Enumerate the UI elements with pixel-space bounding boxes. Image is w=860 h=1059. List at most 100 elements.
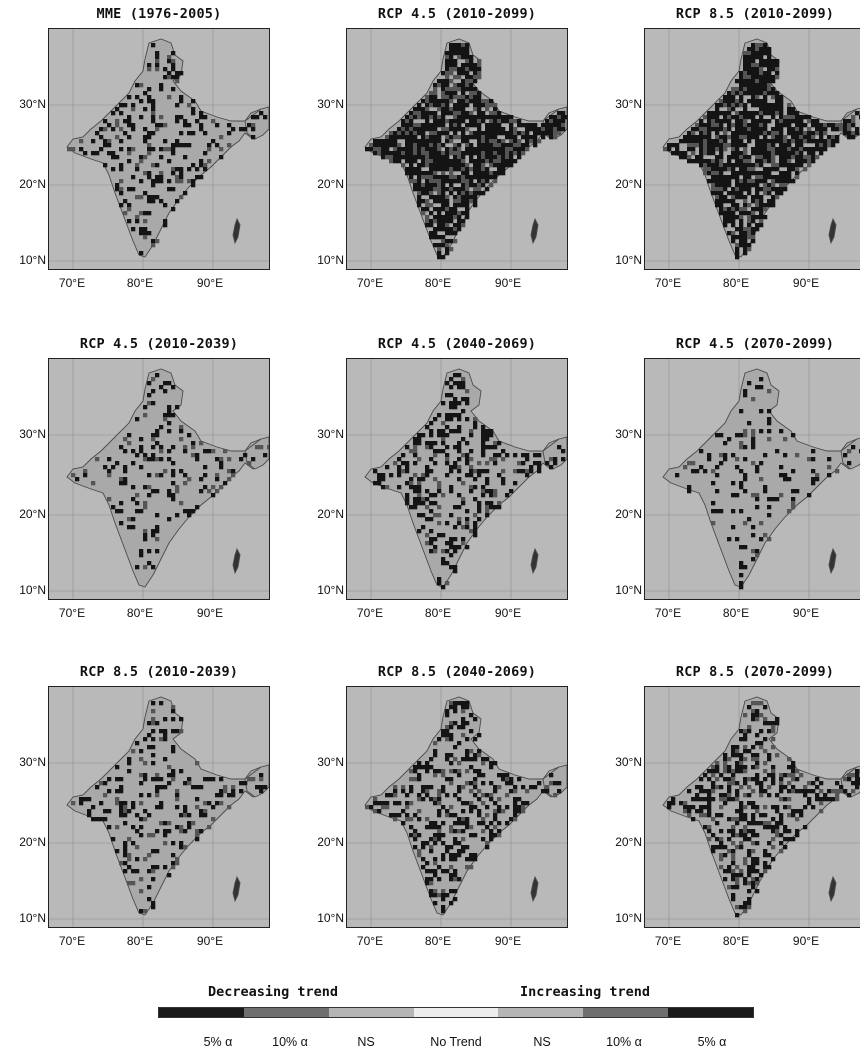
panel-title: RCP 4.5 (2040-2069) [377, 336, 537, 352]
latitude-label: 10°N [19, 911, 46, 925]
longitude-label: 80°E [126, 276, 154, 290]
latitude-label: 10°N [19, 583, 46, 597]
trend-significance-cells [373, 373, 566, 590]
longitude-label: 80°E [126, 934, 154, 948]
india-outline [66, 368, 269, 588]
latitude-label: 10°N [317, 911, 344, 925]
panel-title: RCP 8.5 (2070-2099) [675, 664, 835, 680]
latitude-label: 30°N [317, 97, 344, 111]
map-panel: RCP 8.5 (2040-2069) 30°N 20°N 10°N 70°E 80°E 9… [298, 664, 598, 964]
longitude-label: 80°E [126, 606, 154, 620]
map-canvas [645, 359, 860, 599]
panel-title: RCP 8.5 (2010-2039) [79, 664, 239, 680]
legend-swatch [159, 1008, 244, 1017]
map-panel: RCP 4.5 (2010-2039) 30°N 20°N 10°N 70°E 80°E 9… [0, 336, 300, 636]
longitude-label: 70°E [654, 606, 682, 620]
legend-tick-label: NS [357, 1035, 375, 1049]
india-map [644, 28, 860, 270]
legend-swatch [498, 1008, 584, 1017]
trend-significance-cells [365, 701, 562, 914]
latitude-label: 30°N [317, 427, 344, 441]
trend-significance-cells [675, 377, 860, 590]
map-panel: RCP 4.5 (2010-2099) 30°N 20°N 10°N 70°E 80°E 9… [298, 6, 598, 306]
latitude-label: 20°N [615, 835, 642, 849]
longitude-label: 80°E [722, 606, 750, 620]
panel-title: RCP 8.5 (2040-2069) [377, 664, 537, 680]
legend-tick-label: 5% α [203, 1035, 233, 1049]
legend-tick-label: 10% α [606, 1035, 642, 1049]
map-panel: RCP 8.5 (2010-2039) 30°N 20°N 10°N 70°E 80°E 9… [0, 664, 300, 964]
legend-swatch [413, 1008, 499, 1017]
latitude-label: 30°N [19, 755, 46, 769]
longitude-label: 80°E [722, 934, 750, 948]
map-panel: RCP 4.5 (2070-2099) 30°N 20°N 10°N 70°E 80°E 9… [596, 336, 860, 636]
longitude-label: 80°E [424, 276, 452, 290]
latitude-label: 10°N [317, 583, 344, 597]
panel-title: RCP 4.5 (2070-2099) [675, 336, 835, 352]
trend-significance-cells [71, 701, 268, 914]
map-panel: RCP 8.5 (2070-2099) 30°N 20°N 10°N 70°E 80°E 9… [596, 664, 860, 964]
andaman-islands [828, 547, 837, 575]
legend: Decreasing trend Increasing trend 5% α 10… [0, 978, 860, 1059]
map-canvas [49, 687, 269, 927]
latitude-label: 10°N [615, 253, 642, 267]
legend-swatch [328, 1008, 414, 1017]
longitude-label: 70°E [654, 276, 682, 290]
longitude-label: 70°E [58, 934, 86, 948]
map-canvas [49, 29, 269, 269]
legend-swatch [243, 1008, 329, 1017]
legend-swatch [583, 1008, 669, 1017]
latitude-label: 10°N [615, 911, 642, 925]
map-panel: RCP 8.5 (2010-2099) 30°N 20°N 10°N 70°E 80°E 9… [596, 6, 860, 306]
legend-colorbar [158, 1007, 754, 1018]
andaman-islands [828, 217, 837, 245]
legend-tick-label: 10% α [272, 1035, 308, 1049]
india-map [48, 28, 270, 270]
latitude-label: 30°N [19, 97, 46, 111]
india-map [346, 686, 568, 928]
longitude-label: 90°E [494, 276, 522, 290]
latitude-label: 10°N [19, 253, 46, 267]
latitude-label: 20°N [615, 177, 642, 191]
india-map [48, 358, 270, 600]
latitude-label: 30°N [615, 755, 642, 769]
india-map [644, 686, 860, 928]
longitude-label: 80°E [722, 276, 750, 290]
trend-significance-cells [71, 373, 269, 570]
andaman-islands [530, 875, 539, 903]
map-panel: RCP 4.5 (2040-2069) 30°N 20°N 10°N 70°E 80°E 9… [298, 336, 598, 636]
longitude-label: 90°E [494, 934, 522, 948]
latitude-label: 20°N [317, 507, 344, 521]
map-canvas [645, 687, 860, 927]
longitude-label: 80°E [424, 934, 452, 948]
trend-significance-cells [365, 43, 567, 260]
longitude-label: 70°E [356, 934, 384, 948]
latitude-label: 10°N [615, 583, 642, 597]
panel-title: RCP 8.5 (2010-2099) [675, 6, 835, 22]
map-canvas [347, 359, 567, 599]
map-canvas [347, 29, 567, 269]
panel-title: MME (1976-2005) [96, 6, 222, 22]
longitude-label: 70°E [356, 276, 384, 290]
map-panel: MME (1976-2005) 30°N 20°N 10°N 70°E 80°E 90°E [0, 6, 300, 306]
legend-decreasing-label: Decreasing trend [208, 984, 339, 1000]
legend-tick-label: NS [533, 1035, 551, 1049]
panel-title: RCP 4.5 (2010-2039) [79, 336, 239, 352]
longitude-label: 80°E [424, 606, 452, 620]
legend-swatch [668, 1008, 754, 1017]
andaman-islands [232, 875, 241, 903]
andaman-islands [530, 547, 539, 575]
india-map [346, 28, 568, 270]
latitude-label: 30°N [317, 755, 344, 769]
longitude-label: 70°E [58, 276, 86, 290]
latitude-label: 20°N [19, 177, 46, 191]
longitude-label: 90°E [196, 276, 224, 290]
longitude-label: 90°E [196, 606, 224, 620]
longitude-label: 70°E [58, 606, 86, 620]
india-map [48, 686, 270, 928]
legend-increasing-label: Increasing trend [520, 984, 651, 1000]
india-map [644, 358, 860, 600]
trend-significance-cells [663, 43, 860, 260]
andaman-islands [828, 875, 837, 903]
andaman-islands [232, 547, 241, 575]
